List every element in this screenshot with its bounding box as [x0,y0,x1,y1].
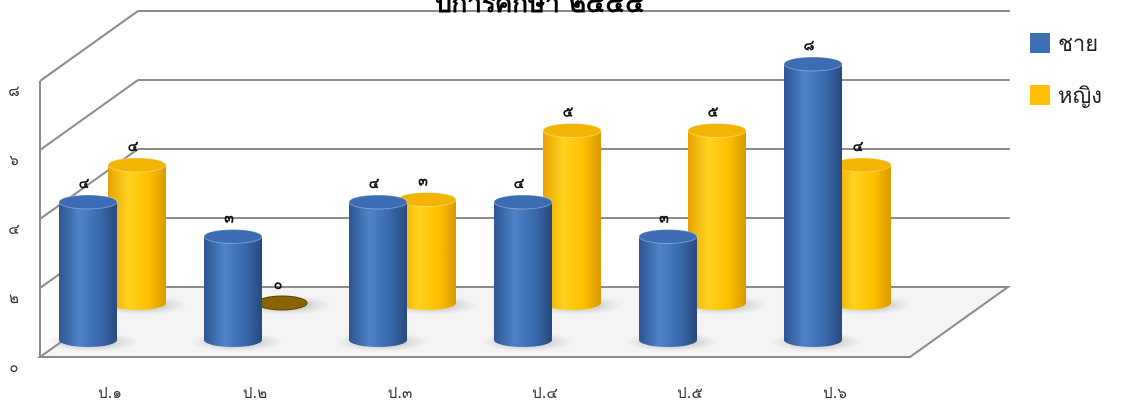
x-tick-label: ป.๓ [388,384,413,402]
gridline-diagonal [39,10,139,82]
bar-top [203,229,263,244]
bar-female-1 [94,157,188,315]
data-label: ๔ [369,176,380,192]
bar-male-2 [190,229,284,352]
data-label: ๘ [804,38,815,54]
bars [45,56,913,352]
bar-top [638,229,698,244]
legend-item-male: ชาย [1030,28,1102,58]
bar-body [784,64,842,347]
bar-male-5 [625,229,719,352]
data-label: ๓ [659,211,669,227]
legend-item-female: หญิง [1030,80,1102,110]
bar-body [688,130,746,310]
bar-body [204,236,262,347]
data-label: ๔ [853,139,864,155]
data-label: ๓ [418,174,428,190]
bar-female-5 [674,123,768,315]
bar-top [493,194,553,210]
y-tick-label: ๔ [8,220,19,238]
bar-top [348,194,408,210]
x-tick-label: ป.๑ [98,384,122,402]
bar-top [107,157,167,173]
y-tick-label: ๐ [9,358,18,376]
bar-body [349,202,407,347]
bar-body [543,130,601,310]
bar-male-1 [45,194,139,352]
data-label: ๔ [79,176,90,192]
data-label: ๔ [128,139,139,155]
bar-top [58,194,118,210]
x-tick-label: ป.๕ [677,384,703,402]
bar-female-3 [384,192,478,315]
bar-female-4 [529,123,623,315]
data-label: ๕ [563,105,574,121]
y-tick-label: ๒ [9,289,19,307]
bar-top-zero [256,295,308,311]
y-axis-ticks: ๐ ๒ ๔ ๖ ๘ [8,82,20,376]
gridline-diagonal [39,79,139,151]
legend-label-male: ชาย [1058,31,1099,57]
data-label: ๐ [274,277,283,293]
bar-top [783,56,843,72]
legend: ชาย หญิง [1030,28,1102,132]
x-tick-label: ป.๔ [532,384,558,402]
bar-body [59,202,117,347]
data-label: ๕ [708,105,719,121]
bar-female-2 [239,295,333,315]
bar-male-4 [480,194,574,352]
data-label: ๔ [514,176,525,192]
bar-body [494,202,552,347]
bar-body [108,165,166,310]
bar-male-3 [335,194,429,352]
bar-male-6 [770,56,864,352]
y-tick-label: ๖ [9,151,19,169]
legend-label-female: หญิง [1058,83,1102,109]
bar-top [687,123,747,138]
bar-body [639,236,697,347]
x-axis-ticks: ป.๑ ป.๒ ป.๓ ป.๔ ป.๕ ป.๖ [98,384,847,402]
bar-body [398,199,456,310]
x-tick-label: ป.๖ [823,384,847,402]
data-label: ๓ [224,211,234,227]
legend-swatch-female [1030,85,1050,105]
bar-body [833,165,891,310]
chart-title: ปีการศึกษา ๒๕๕๔ [434,0,645,19]
bar-top [542,123,602,138]
x-tick-label: ป.๒ [243,384,267,402]
legend-swatch-male [1030,33,1050,53]
y-tick-label: ๘ [8,82,20,100]
